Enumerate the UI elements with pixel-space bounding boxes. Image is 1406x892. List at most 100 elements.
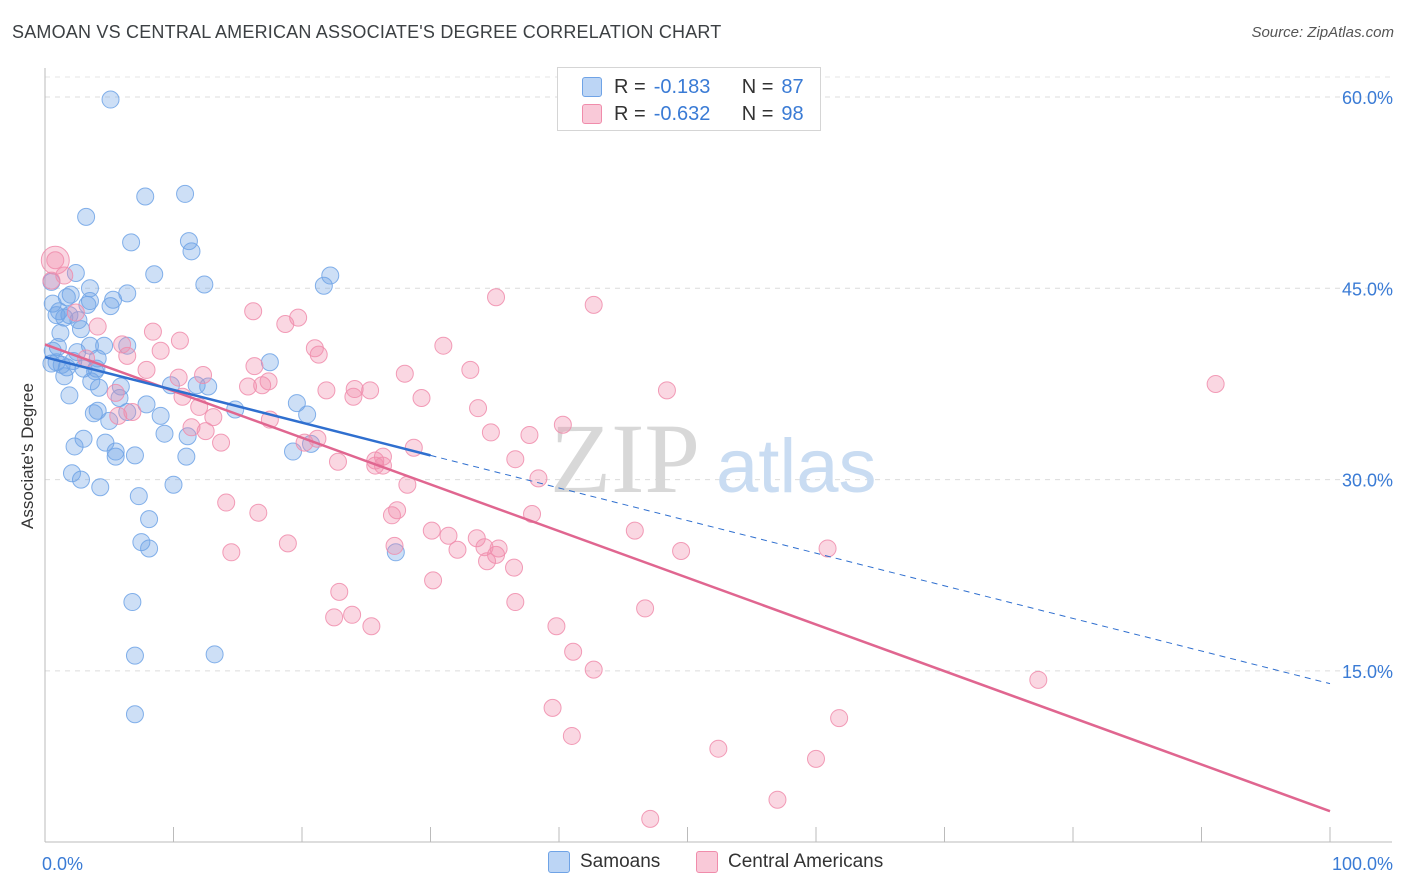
n-label: N = [741, 102, 774, 125]
samoan-point [61, 285, 80, 304]
samoan-point [298, 405, 317, 424]
central-point [278, 534, 297, 553]
samoan-point [74, 429, 93, 448]
central-point [123, 403, 142, 422]
central-point [439, 526, 458, 545]
samoan-point [140, 510, 159, 529]
samoan-point [287, 394, 306, 413]
y-tick-label: 45.0% [1342, 279, 1393, 299]
central-point [529, 469, 548, 488]
central-point [382, 506, 401, 525]
central-point [461, 360, 480, 379]
central-point [182, 418, 201, 437]
central-point [118, 346, 137, 365]
central-trend-line [44, 343, 1331, 813]
central-point [1206, 374, 1225, 393]
samoans-legend-label: Samoans [580, 851, 661, 872]
samoan-point [176, 184, 195, 203]
central-point [584, 660, 603, 679]
samoan-point [151, 406, 170, 425]
r-label: R = [614, 75, 646, 98]
samoan-point [43, 294, 62, 313]
samoan-point [89, 378, 108, 397]
watermark-atlas: atlas [716, 424, 877, 509]
samoan-point [71, 320, 90, 339]
central-swatch [582, 104, 602, 124]
central-point [196, 422, 215, 441]
samoan-point [71, 470, 90, 489]
central-point [106, 383, 125, 402]
samoan-trend-line [44, 355, 431, 457]
samoan-point [62, 464, 81, 483]
central-point [412, 388, 431, 407]
samoan-point [187, 376, 206, 395]
samoan-point [145, 265, 164, 284]
samoans-points [42, 90, 405, 724]
samoan-point [123, 593, 142, 612]
central-point [478, 552, 497, 571]
central-point [1029, 670, 1048, 689]
central-point [547, 617, 566, 636]
axes [44, 68, 1392, 843]
central-point [151, 341, 170, 360]
correlation-legend: R = -0.183 N = 87 R = -0.632 N = 98 [557, 67, 821, 131]
x-tick-label: 100.0% [1332, 854, 1393, 874]
central-point [222, 543, 241, 562]
samoan-point [60, 386, 79, 405]
x-tick-label: 0.0% [42, 854, 83, 874]
central-point [113, 335, 132, 354]
central-point [506, 593, 525, 612]
y-tick-label: 15.0% [1342, 662, 1393, 682]
central-point [564, 642, 583, 661]
central-point [562, 726, 581, 745]
central-point [434, 336, 453, 355]
watermark-zip: ZIP [550, 403, 700, 514]
source-label: Source: ZipAtlas.com [1251, 24, 1394, 41]
r-value: -0.632 [653, 102, 711, 125]
central-point [395, 364, 414, 383]
samoan-point [101, 90, 120, 109]
trend-lines [44, 343, 1331, 813]
watermark: ZIP atlas [550, 403, 877, 514]
central-point-large [40, 245, 70, 275]
central-point [768, 790, 787, 809]
samoan-point [386, 543, 405, 562]
central-legend-swatch [696, 851, 718, 873]
central-point [46, 251, 65, 270]
y-tick-label: 60.0% [1342, 88, 1393, 108]
central-point [553, 415, 572, 434]
central-point [276, 315, 295, 334]
central-point [487, 288, 506, 307]
samoan-point [106, 442, 125, 461]
samoan-point [91, 478, 110, 497]
samoan-point [125, 646, 144, 665]
samoan-trend-extension [430, 454, 1331, 685]
central-point [625, 521, 644, 540]
central-point [328, 452, 347, 471]
central-point [309, 345, 328, 364]
samoan-point [100, 411, 119, 430]
chart-title: SAMOAN VS CENTRAL AMERICAN ASSOCIATE'S D… [12, 22, 722, 42]
samoan-point [118, 403, 137, 422]
samoan-point [164, 475, 183, 494]
samoan-point [155, 424, 174, 443]
central-point [217, 493, 236, 512]
samoan-point [132, 533, 151, 552]
central-point [636, 599, 655, 618]
legend-row-samoans: R = -0.183 N = 87 [582, 74, 804, 100]
central-point [481, 423, 500, 442]
samoan-point [177, 447, 196, 466]
central-point [505, 558, 524, 577]
central-point [385, 536, 404, 555]
samoan-point [125, 705, 144, 724]
central-point [830, 709, 849, 728]
samoan-point [122, 233, 141, 252]
n-value: 98 [781, 102, 804, 125]
samoan-point [178, 427, 197, 446]
samoan-point [136, 187, 155, 206]
central-point [143, 322, 162, 341]
samoan-point [321, 266, 340, 285]
samoan-point [129, 487, 148, 506]
central-point [330, 582, 349, 601]
samoan-point [77, 207, 96, 226]
